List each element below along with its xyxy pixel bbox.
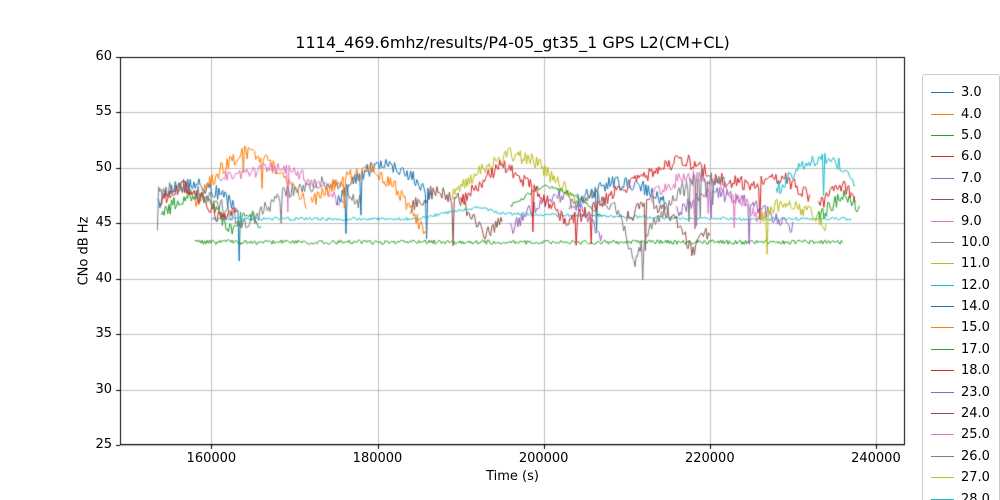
legend-line-swatch <box>931 327 954 329</box>
legend-item: 4.0 <box>931 103 990 124</box>
legend-item: 11.0 <box>931 253 990 274</box>
legend-label: 12.0 <box>961 277 990 293</box>
y-tick-label: 40 <box>95 270 112 286</box>
legend-item: 18.0 <box>931 360 990 381</box>
legend-line-swatch <box>931 220 954 222</box>
y-tick-label: 30 <box>95 381 112 397</box>
legend-line-swatch <box>931 306 954 308</box>
legend-line-swatch <box>931 434 954 436</box>
legend-label: 28.0 <box>961 491 990 500</box>
legend-label: 17.0 <box>961 341 990 357</box>
legend-item: 6.0 <box>931 146 990 167</box>
legend-line-swatch <box>931 455 954 457</box>
legend-label: 6.0 <box>961 149 982 165</box>
legend-label: 23.0 <box>961 384 990 400</box>
legend-label: 4.0 <box>961 106 982 122</box>
legend-item: 26.0 <box>931 446 990 467</box>
legend-label: 7.0 <box>961 170 982 186</box>
y-tick-label: 50 <box>95 159 112 175</box>
legend-line-swatch <box>931 348 954 350</box>
legend-label: 10.0 <box>961 234 990 250</box>
legend-item: 5.0 <box>931 125 990 146</box>
x-tick-label: 200000 <box>518 451 569 466</box>
legend-item: 10.0 <box>931 232 990 253</box>
legend-item: 27.0 <box>931 467 990 488</box>
y-tick-label: 25 <box>95 437 112 452</box>
legend-line-swatch <box>931 413 954 415</box>
legend-label: 5.0 <box>961 127 982 143</box>
x-tick-label: 240000 <box>851 451 901 466</box>
legend-line-swatch <box>931 134 954 136</box>
legend-label: 3.0 <box>961 85 982 101</box>
legend-label: 8.0 <box>961 192 982 208</box>
legend-item: 17.0 <box>931 339 990 360</box>
legend-item: 15.0 <box>931 317 990 338</box>
legend-label: 11.0 <box>961 256 990 272</box>
legend-line-swatch <box>931 241 954 243</box>
legend-label: 14.0 <box>961 299 990 315</box>
legend-label: 9.0 <box>961 213 982 229</box>
legend-item: 28.0 <box>931 488 990 500</box>
legend-label: 24.0 <box>961 406 990 422</box>
legend-line-swatch <box>931 113 954 115</box>
x-tick-label: 160000 <box>186 451 237 466</box>
legend-line-swatch <box>931 263 954 265</box>
legend-line-swatch <box>931 156 954 158</box>
legend-line-swatch <box>931 177 954 179</box>
legend-line-swatch <box>931 370 954 372</box>
legend-item: 25.0 <box>931 424 990 445</box>
x-axis-label: Time (s) <box>486 469 539 484</box>
legend-item: 24.0 <box>931 403 990 424</box>
legend-label: 25.0 <box>961 427 990 443</box>
y-tick-label: 45 <box>95 215 112 231</box>
x-tick-label: 180000 <box>352 451 403 466</box>
legend-item: 7.0 <box>931 168 990 189</box>
y-tick-label: 60 <box>95 49 112 64</box>
legend-item: 8.0 <box>931 189 990 210</box>
legend-item: 3.0 <box>931 82 990 103</box>
y-tick-label: 55 <box>95 104 112 120</box>
legend-label: 18.0 <box>961 363 990 379</box>
legend-label: 15.0 <box>961 320 990 336</box>
legend-item: 23.0 <box>931 381 990 402</box>
legend-line-swatch <box>931 284 954 286</box>
legend-item: 9.0 <box>931 210 990 231</box>
legend-item: 14.0 <box>931 296 990 317</box>
x-tick-label: 220000 <box>684 451 735 466</box>
legend-line-swatch <box>931 92 954 94</box>
legend-line-swatch <box>931 498 954 500</box>
legend-label: 26.0 <box>961 448 990 464</box>
legend-line-swatch <box>931 391 954 393</box>
legend-label: 27.0 <box>961 470 990 486</box>
legend-item: 12.0 <box>931 275 990 296</box>
legend: 3.0 4.0 5.0 6.0 7.0 8.0 9.0 10.0 11.0 12.0 14.0 15.… <box>922 74 1000 500</box>
legend-line-swatch <box>931 477 954 479</box>
y-tick-label: 35 <box>95 326 112 342</box>
legend-line-swatch <box>931 199 954 201</box>
chart-title: 1114_469.6mhz/results/P4-05_gt35_1 GPS L… <box>295 33 730 52</box>
